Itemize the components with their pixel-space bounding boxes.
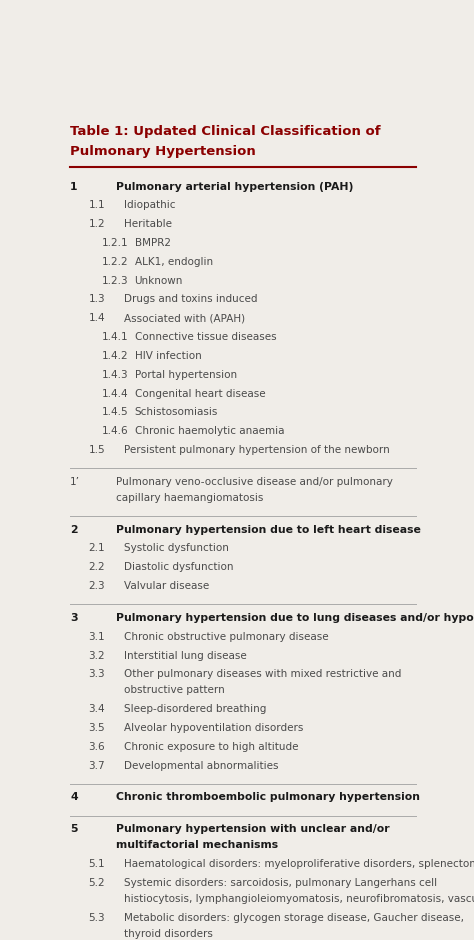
Text: 1.2.3: 1.2.3	[101, 275, 128, 286]
Text: 3: 3	[70, 613, 78, 623]
Text: Chronic thromboembolic pulmonary hypertension: Chronic thromboembolic pulmonary hyperte…	[116, 792, 420, 803]
Text: 4: 4	[70, 792, 78, 803]
Text: Pulmonary hypertension due to lung diseases and/or hypoxia: Pulmonary hypertension due to lung disea…	[116, 613, 474, 623]
Text: 3.2: 3.2	[89, 650, 105, 661]
Text: Sleep-disordered breathing: Sleep-disordered breathing	[124, 704, 266, 714]
Text: 1: 1	[70, 181, 78, 192]
Text: Valvular disease: Valvular disease	[124, 581, 209, 591]
Text: Table 1: Updated Clinical Classification of: Table 1: Updated Clinical Classification…	[70, 125, 381, 138]
Text: Pulmonary hypertension due to left heart disease: Pulmonary hypertension due to left heart…	[116, 525, 421, 535]
Text: 1.3: 1.3	[89, 294, 105, 305]
Text: 1.4.1: 1.4.1	[101, 332, 128, 342]
Text: Developmental abnormalities: Developmental abnormalities	[124, 760, 278, 771]
Text: Pulmonary arterial hypertension (PAH): Pulmonary arterial hypertension (PAH)	[116, 181, 354, 192]
Text: 3.4: 3.4	[89, 704, 105, 714]
Text: Diastolic dysfunction: Diastolic dysfunction	[124, 562, 233, 572]
Text: 1.1: 1.1	[89, 200, 105, 211]
Text: Associated with (APAH): Associated with (APAH)	[124, 313, 245, 323]
Text: 3.5: 3.5	[89, 723, 105, 733]
Text: 2.3: 2.3	[89, 581, 105, 591]
Text: 1.4.4: 1.4.4	[101, 388, 128, 399]
Text: 1.2: 1.2	[89, 219, 105, 229]
Text: ALK1, endoglin: ALK1, endoglin	[135, 257, 213, 267]
Text: 1.4.3: 1.4.3	[101, 369, 128, 380]
Text: Chronic obstructive pulmonary disease: Chronic obstructive pulmonary disease	[124, 632, 328, 642]
Text: 1.4.6: 1.4.6	[101, 426, 128, 436]
Text: 1.5: 1.5	[89, 445, 105, 455]
Text: capillary haemangiomatosis: capillary haemangiomatosis	[116, 493, 264, 503]
Text: Unknown: Unknown	[135, 275, 183, 286]
Text: 1.4.2: 1.4.2	[101, 351, 128, 361]
Text: multifactorial mechanisms: multifactorial mechanisms	[116, 840, 278, 850]
Text: 5.2: 5.2	[89, 878, 105, 888]
Text: BMPR2: BMPR2	[135, 238, 171, 248]
Text: 1.2.2: 1.2.2	[101, 257, 128, 267]
Text: 3.6: 3.6	[89, 742, 105, 752]
Text: Persistent pulmonary hypertension of the newborn: Persistent pulmonary hypertension of the…	[124, 445, 389, 455]
Text: Chronic haemolytic anaemia: Chronic haemolytic anaemia	[135, 426, 284, 436]
Text: Drugs and toxins induced: Drugs and toxins induced	[124, 294, 257, 305]
Text: thyroid disorders: thyroid disorders	[124, 929, 212, 938]
Text: Chronic exposure to high altitude: Chronic exposure to high altitude	[124, 742, 298, 752]
Text: Idiopathic: Idiopathic	[124, 200, 175, 211]
Text: Connective tissue diseases: Connective tissue diseases	[135, 332, 276, 342]
Text: Systolic dysfunction: Systolic dysfunction	[124, 543, 228, 554]
Text: 5: 5	[70, 824, 78, 835]
Text: 2: 2	[70, 525, 78, 535]
Text: Other pulmonary diseases with mixed restrictive and: Other pulmonary diseases with mixed rest…	[124, 669, 401, 680]
Text: Portal hypertension: Portal hypertension	[135, 369, 237, 380]
Text: 1.2.1: 1.2.1	[101, 238, 128, 248]
Text: 1.4: 1.4	[89, 313, 105, 323]
Text: Schistosomiasis: Schistosomiasis	[135, 407, 218, 417]
Text: obstructive pattern: obstructive pattern	[124, 685, 224, 696]
Text: Congenital heart disease: Congenital heart disease	[135, 388, 265, 399]
Text: 5.1: 5.1	[89, 859, 105, 870]
Text: Heritable: Heritable	[124, 219, 172, 229]
Text: 2.1: 2.1	[89, 543, 105, 554]
Text: 3.3: 3.3	[89, 669, 105, 680]
Text: 3.1: 3.1	[89, 632, 105, 642]
Text: histiocytosis, lymphangioleiomyomatosis, neurofibromatosis, vasculitis: histiocytosis, lymphangioleiomyomatosis,…	[124, 894, 474, 903]
Text: Haematological disorders: myeloproliferative disorders, splenectomy: Haematological disorders: myeloprolifera…	[124, 859, 474, 870]
Text: HIV infection: HIV infection	[135, 351, 201, 361]
Text: Pulmonary Hypertension: Pulmonary Hypertension	[70, 145, 256, 158]
Text: 3.7: 3.7	[89, 760, 105, 771]
Text: Alveolar hypoventilation disorders: Alveolar hypoventilation disorders	[124, 723, 303, 733]
Text: Metabolic disorders: glycogen storage disease, Gaucher disease,: Metabolic disorders: glycogen storage di…	[124, 913, 464, 922]
Text: Pulmonary veno-occlusive disease and/or pulmonary: Pulmonary veno-occlusive disease and/or …	[116, 477, 393, 487]
Text: 2.2: 2.2	[89, 562, 105, 572]
Text: 5.3: 5.3	[89, 913, 105, 922]
Text: Interstitial lung disease: Interstitial lung disease	[124, 650, 246, 661]
Text: 1’: 1’	[70, 477, 80, 487]
Text: 1.4.5: 1.4.5	[101, 407, 128, 417]
Text: Systemic disorders: sarcoidosis, pulmonary Langerhans cell: Systemic disorders: sarcoidosis, pulmona…	[124, 878, 437, 888]
Text: Pulmonary hypertension with unclear and/or: Pulmonary hypertension with unclear and/…	[116, 824, 390, 835]
